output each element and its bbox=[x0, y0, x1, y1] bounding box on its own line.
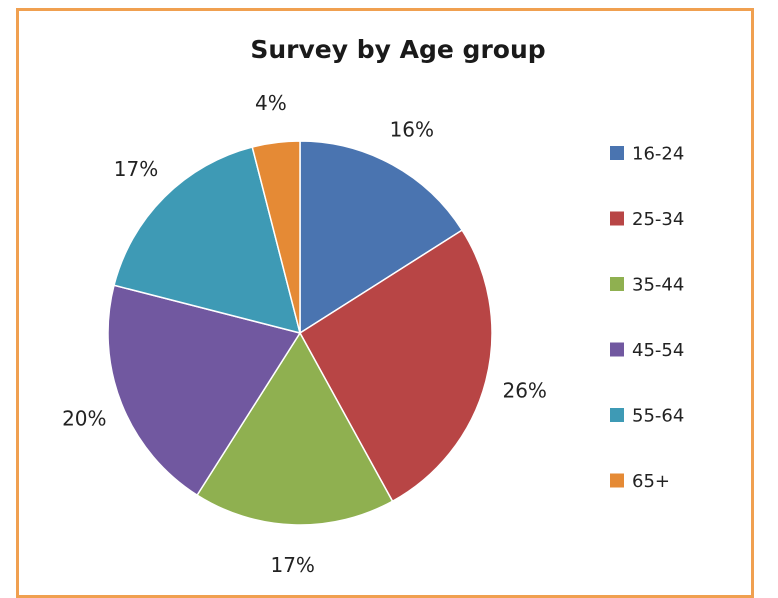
legend-label-65+: 65+ bbox=[632, 471, 670, 492]
data-label-65+: 4% bbox=[255, 91, 287, 115]
legend-label-25-34: 25-34 bbox=[632, 209, 684, 230]
chart-title: Survey by Age group bbox=[250, 35, 545, 64]
legend-swatch-25-34 bbox=[610, 211, 624, 226]
pie-data-labels: 16% 26% 17% 20% 17% 4% bbox=[62, 91, 547, 577]
data-label-16-24: 16% bbox=[390, 118, 434, 142]
data-label-35-44: 17% bbox=[270, 553, 314, 577]
legend-label-35-44: 35-44 bbox=[632, 275, 684, 296]
pie-chart: Survey by Age group 16% 26% 17% 20% 17% 4% 16… bbox=[62, 35, 684, 577]
pie-slice-25-34 bbox=[299, 229, 493, 503]
legend-swatch-65+ bbox=[610, 473, 624, 488]
data-label-25-34: 26% bbox=[502, 379, 546, 403]
data-label-45-54: 20% bbox=[62, 406, 106, 430]
pie-slice-35-44 bbox=[196, 331, 394, 526]
legend-label-16-24: 16-24 bbox=[632, 144, 684, 165]
pie-slices bbox=[107, 140, 493, 526]
data-label-55-64: 17% bbox=[114, 157, 158, 181]
pie-slice-45-54 bbox=[107, 284, 302, 497]
legend: 16-24 25-34 35-44 45-54 55-64 65+ bbox=[610, 144, 684, 492]
legend-label-55-64: 55-64 bbox=[632, 406, 684, 427]
pie-slice-65+ bbox=[251, 140, 301, 334]
legend-swatch-55-64 bbox=[610, 408, 624, 422]
legend-swatch-45-54 bbox=[610, 342, 624, 357]
legend-label-45-54: 45-54 bbox=[632, 340, 684, 361]
pie-slice-55-64 bbox=[113, 146, 302, 335]
legend-swatch-35-44 bbox=[610, 277, 624, 291]
legend-swatch-16-24 bbox=[610, 146, 624, 160]
pie-slice-16-24 bbox=[299, 140, 464, 335]
